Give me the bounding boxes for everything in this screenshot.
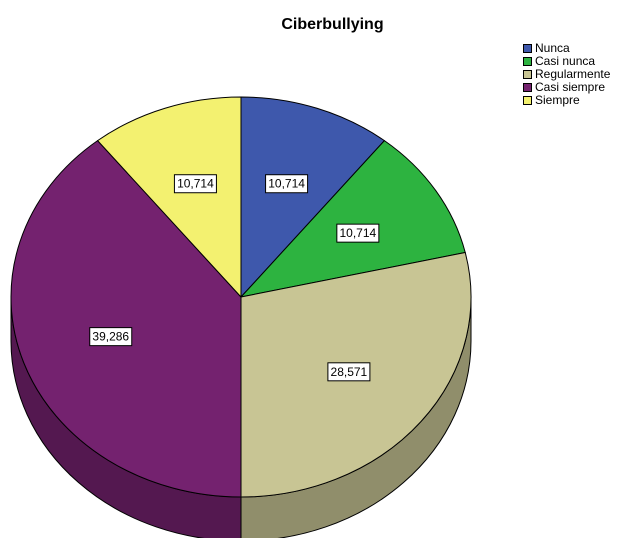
legend-swatch <box>523 57 532 66</box>
svg-text:28,571: 28,571 <box>331 365 368 379</box>
legend-label: Casi siempre <box>535 80 606 94</box>
pie-top-faces <box>10 96 472 498</box>
pie-slice-casi-nunca <box>239 139 466 298</box>
chart-title: Ciberbullying <box>281 16 384 33</box>
legend-label: Nunca <box>535 41 570 55</box>
pie-data-label: 10,714 <box>173 174 217 194</box>
svg-text:39,286: 39,286 <box>92 330 129 344</box>
pie-value-labels: 10,714 10,714 28,571 39,286 10,714 <box>89 174 380 382</box>
legend-item: Nunca <box>523 42 610 55</box>
pie-data-label: 10,714 <box>336 223 380 243</box>
legend: Nunca Casi nunca Regularmente Casi siempre S… <box>523 42 610 107</box>
legend-item: Casi nunca <box>523 55 610 68</box>
pie-slice-casi-siempre <box>10 139 242 498</box>
legend-item: Regularmente <box>523 68 610 81</box>
pie-data-label: 39,286 <box>89 327 133 347</box>
pie-slice-siempre <box>96 96 242 299</box>
pie-data-label: 10,714 <box>265 174 309 194</box>
legend-swatch <box>523 44 532 53</box>
svg-text:10,714: 10,714 <box>339 226 376 240</box>
svg-text:10,714: 10,714 <box>177 177 214 191</box>
legend-label: Regularmente <box>535 67 611 81</box>
legend-label: Casi nunca <box>535 54 596 68</box>
legend-item: Siempre <box>523 94 610 107</box>
legend-swatch <box>523 83 532 92</box>
legend-swatch <box>523 96 532 105</box>
pie-data-label: 28,571 <box>327 362 371 382</box>
svg-text:10,714: 10,714 <box>268 177 305 191</box>
legend-swatch <box>523 70 532 79</box>
legend-item: Casi siempre <box>523 81 610 94</box>
legend-label: Siempre <box>535 93 580 107</box>
pie-slice-nunca <box>240 96 386 299</box>
